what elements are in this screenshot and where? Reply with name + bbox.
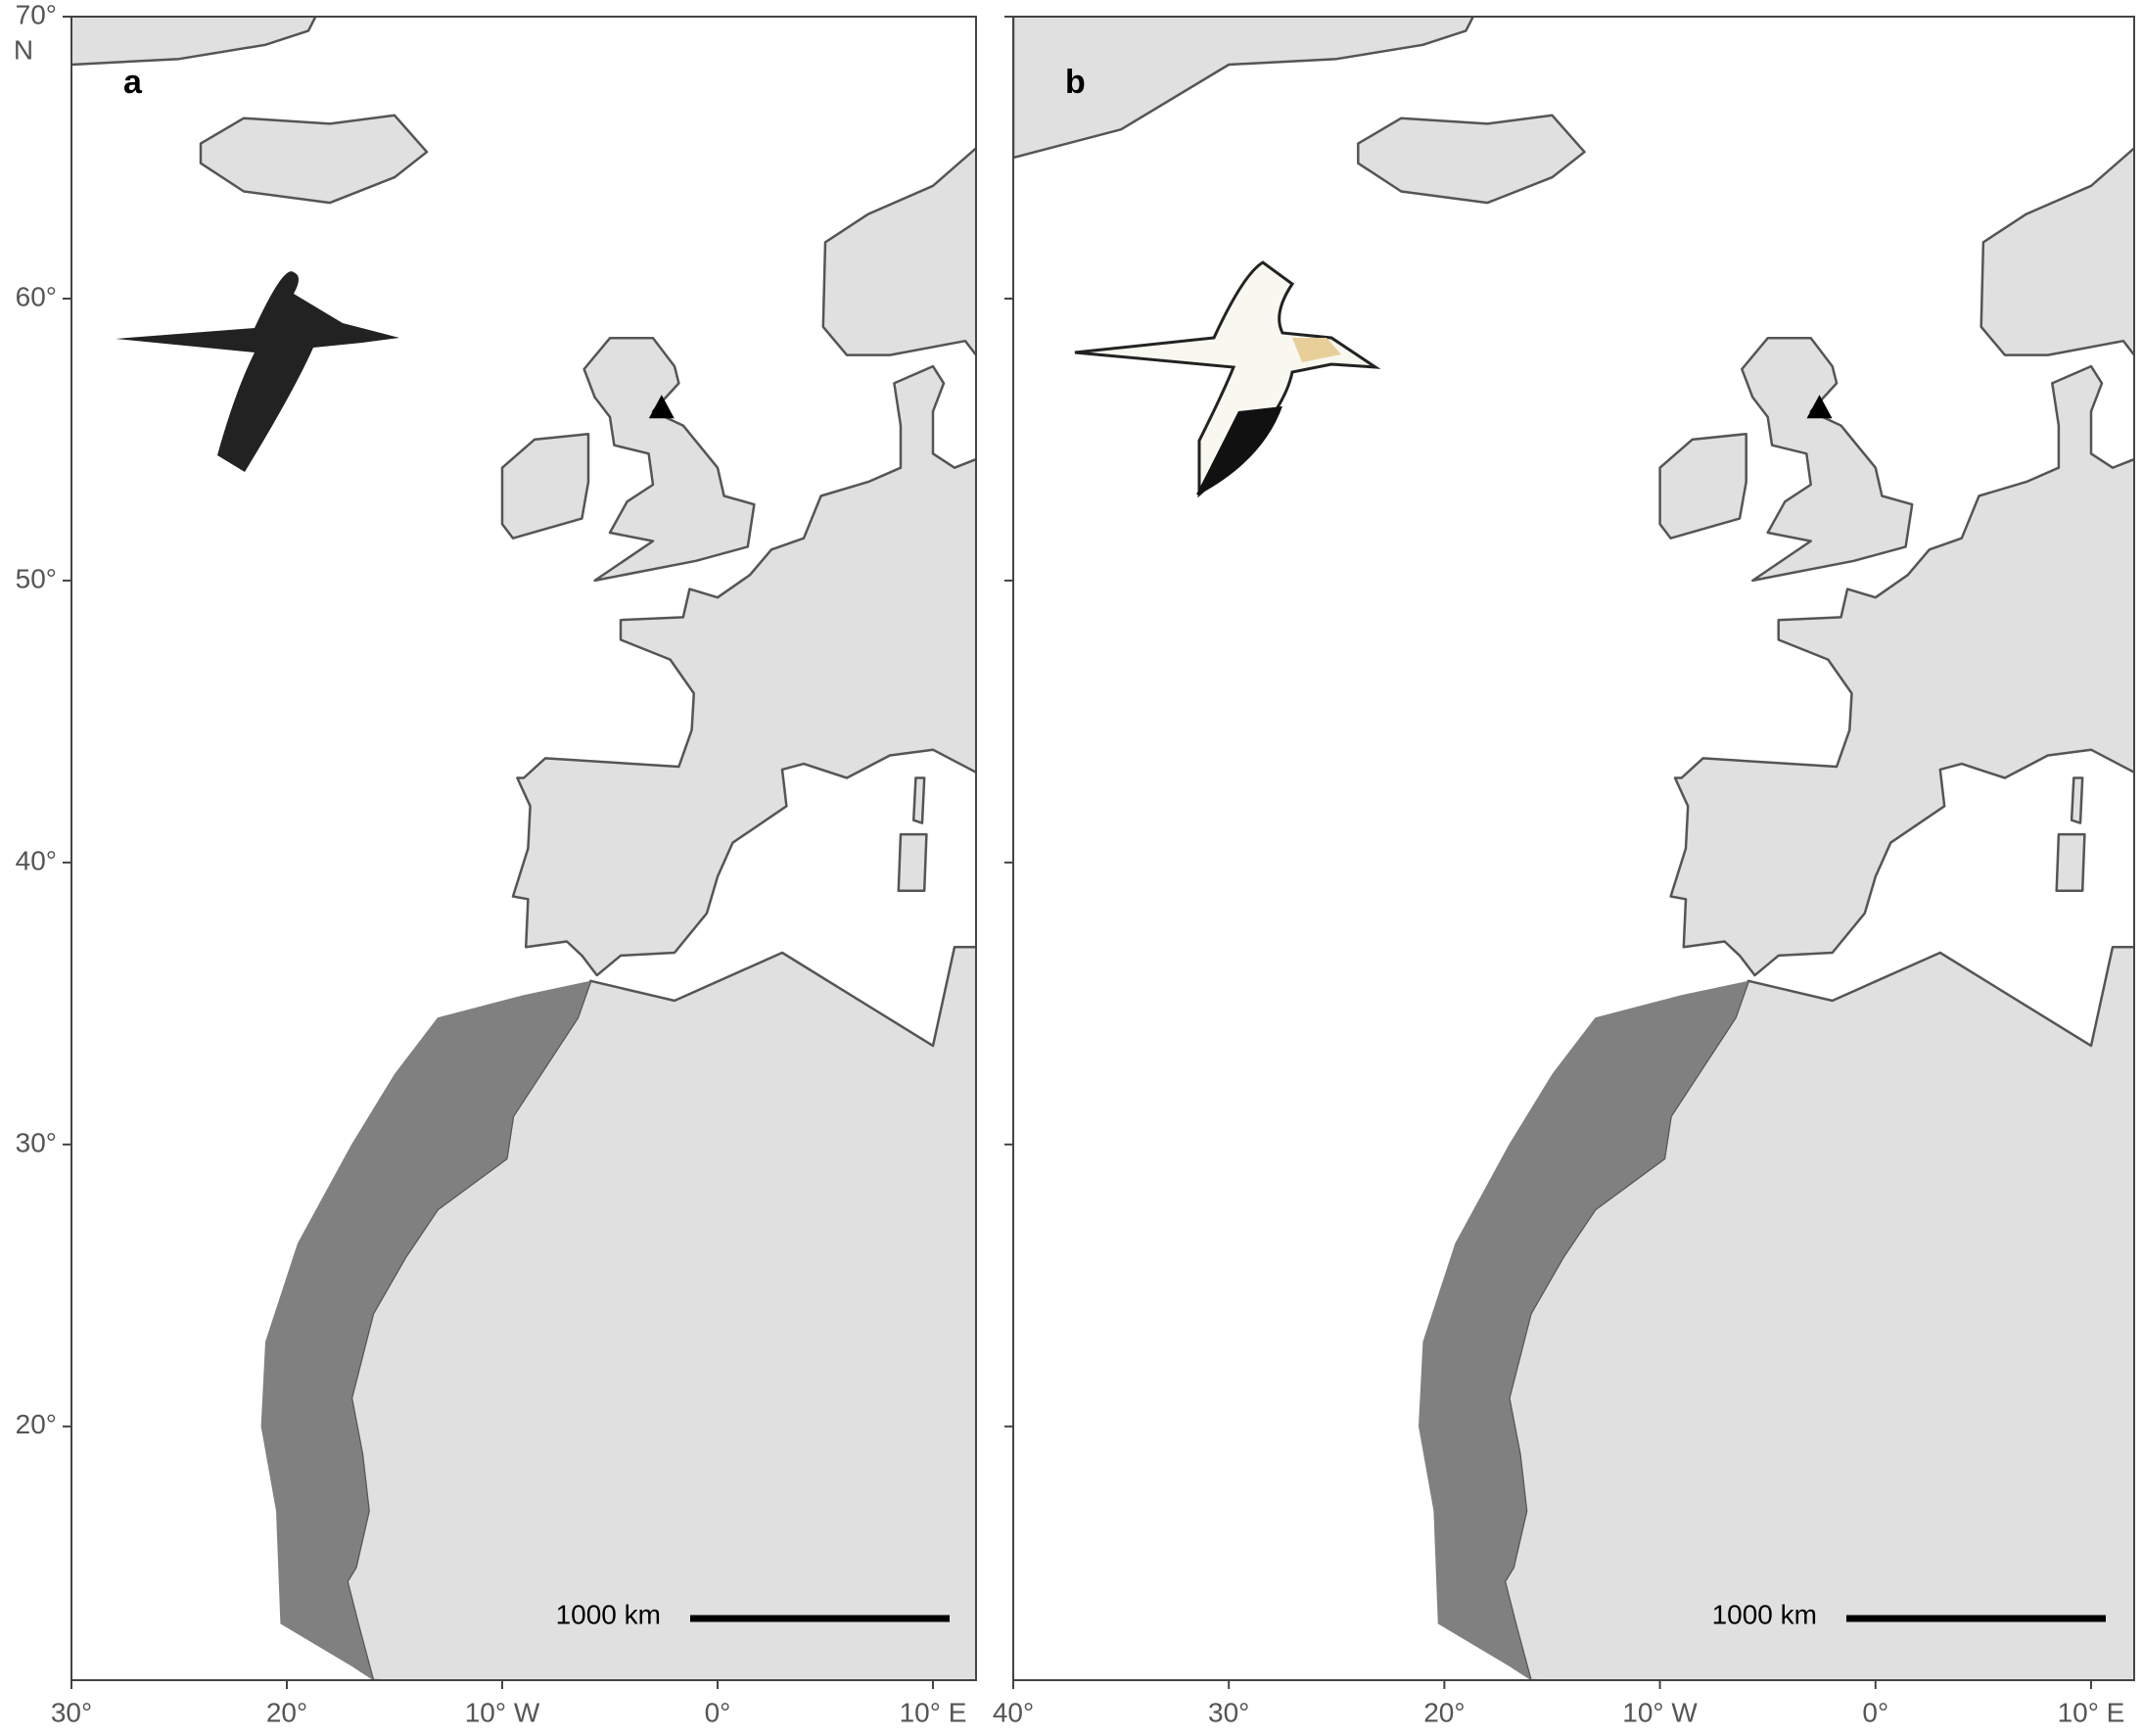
land bbox=[897, 832, 928, 892]
land bbox=[2070, 776, 2084, 824]
map-panel bbox=[71, 17, 976, 1680]
land bbox=[1357, 114, 1586, 205]
y-tick-label: 40° bbox=[16, 845, 57, 875]
x-tick-label: 30° bbox=[51, 1697, 92, 1727]
panel-label: a bbox=[123, 64, 143, 101]
panel-label: b bbox=[1065, 64, 1086, 101]
eez-area bbox=[1419, 980, 1748, 1680]
land bbox=[1979, 146, 2134, 357]
land bbox=[71, 17, 317, 67]
colony-marker bbox=[1806, 395, 1833, 419]
wing-tip bbox=[1196, 406, 1282, 494]
y-tick-label: 30° bbox=[16, 1127, 57, 1157]
panel-frame bbox=[70, 16, 977, 1681]
scale-bar-label: 1000 km bbox=[1712, 1599, 1817, 1629]
hemisphere-label: N bbox=[14, 34, 33, 65]
eez-area bbox=[260, 980, 591, 1680]
land bbox=[821, 146, 976, 357]
x-tick-label: 10° W bbox=[465, 1697, 540, 1727]
gannet-juvenile bbox=[116, 271, 399, 472]
land bbox=[500, 432, 590, 540]
y-tick-label: 70° bbox=[16, 0, 57, 29]
panel-frame bbox=[1012, 16, 2135, 1681]
land bbox=[1658, 432, 1747, 540]
x-tick-label: 10° E bbox=[2058, 1697, 2125, 1727]
land bbox=[1741, 337, 1914, 583]
x-tick-label: 0° bbox=[1862, 1697, 1888, 1727]
y-tick-label: 50° bbox=[16, 563, 57, 593]
land bbox=[2055, 832, 2086, 892]
y-tick-label: 60° bbox=[16, 281, 57, 311]
x-tick-label: 20° bbox=[1423, 1697, 1465, 1727]
head-patch bbox=[1292, 338, 1341, 362]
x-tick-label: 40° bbox=[993, 1697, 1034, 1727]
colony-marker bbox=[648, 395, 675, 419]
map-panel bbox=[1013, 17, 2134, 1680]
land bbox=[1669, 364, 2134, 977]
x-tick-label: 20° bbox=[266, 1697, 307, 1727]
land bbox=[511, 364, 976, 977]
x-tick-label: 10° E bbox=[900, 1697, 967, 1727]
y-tick-label: 20° bbox=[16, 1409, 57, 1439]
scale-bar-label: 1000 km bbox=[556, 1599, 661, 1629]
land bbox=[582, 337, 756, 583]
land bbox=[199, 114, 429, 205]
x-tick-label: 0° bbox=[705, 1697, 731, 1727]
land bbox=[1013, 17, 1475, 160]
x-tick-label: 10° W bbox=[1622, 1697, 1698, 1727]
land bbox=[911, 776, 926, 824]
x-tick-label: 30° bbox=[1208, 1697, 1249, 1727]
